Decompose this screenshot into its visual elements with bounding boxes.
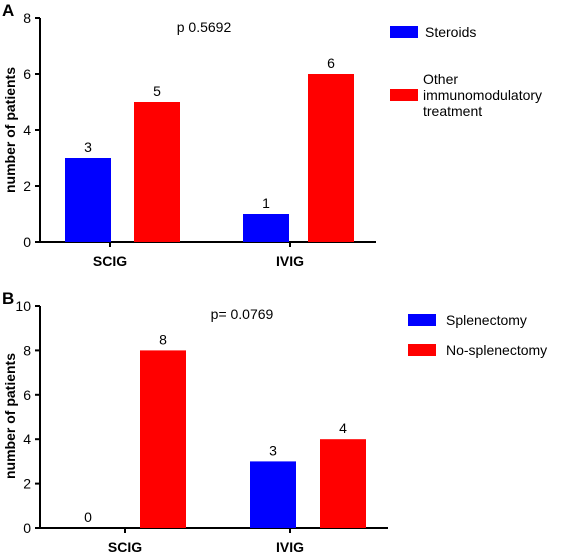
- x-category-label-scig: SCIG: [108, 539, 142, 554]
- y-tick-label: 10: [15, 298, 31, 314]
- legend-label: immunomodulatory: [423, 87, 542, 103]
- y-tick-label: 4: [23, 431, 31, 447]
- panel-b-p-value: p= 0.0769: [211, 306, 274, 322]
- bar-scig-series-2: [140, 350, 186, 528]
- y-tick-label: 2: [23, 178, 31, 194]
- bar-value-label: 8: [159, 331, 167, 347]
- legend-swatch: [390, 89, 418, 101]
- bar-value-label: 6: [327, 55, 335, 71]
- legend-label: Steroids: [425, 24, 476, 40]
- bar-ivig-series-1: [243, 214, 289, 242]
- bar-scig-series-2: [134, 102, 180, 242]
- legend-label: No-splenectomy: [446, 342, 547, 358]
- legend-swatch: [390, 26, 418, 38]
- x-category-label-scig: SCIG: [93, 253, 127, 269]
- y-tick-label: 6: [23, 66, 31, 82]
- panel-b-letter: B: [2, 289, 14, 308]
- x-category-label-ivig: IVIG: [276, 539, 304, 554]
- y-tick-label: 0: [23, 520, 31, 536]
- y-tick-label: 2: [23, 476, 31, 492]
- legend-label: Other: [423, 71, 458, 87]
- legend-label: Splenectomy: [446, 312, 527, 328]
- x-category-label-ivig: IVIG: [276, 253, 304, 269]
- y-tick-label: 6: [23, 387, 31, 403]
- panel-a-y-axis-label: number of patients: [2, 67, 18, 193]
- y-tick-label: 8: [23, 10, 31, 26]
- bar-value-label: 4: [339, 420, 347, 436]
- bar-value-label: 3: [84, 139, 92, 155]
- panel-a: A number of patients p 0.5692 0 2 4 6 8 SCIG I…: [2, 1, 542, 269]
- bar-value-label: 1: [262, 195, 270, 211]
- bar-ivig-series-2: [320, 439, 366, 528]
- bar-value-label: 5: [153, 83, 161, 99]
- y-tick-label: 4: [23, 122, 31, 138]
- legend-swatch: [408, 344, 436, 356]
- panel-b: B number of patients p= 0.0769 0 2 4 6 8 10 SC…: [2, 289, 547, 554]
- bar-value-label: 0: [84, 509, 92, 525]
- bar-ivig-series-2: [308, 74, 354, 242]
- panel-a-letter: A: [2, 1, 14, 20]
- legend-label: treatment: [423, 103, 482, 119]
- y-tick-label: 0: [23, 234, 31, 250]
- panel-b-y-axis-label: number of patients: [2, 353, 18, 479]
- y-tick-label: 8: [23, 342, 31, 358]
- legend-swatch: [408, 314, 436, 326]
- bar-ivig-series-1: [250, 461, 296, 528]
- bar-value-label: 3: [269, 442, 277, 458]
- bar-scig-series-1: [65, 158, 111, 242]
- panel-a-p-value: p 0.5692: [177, 19, 232, 35]
